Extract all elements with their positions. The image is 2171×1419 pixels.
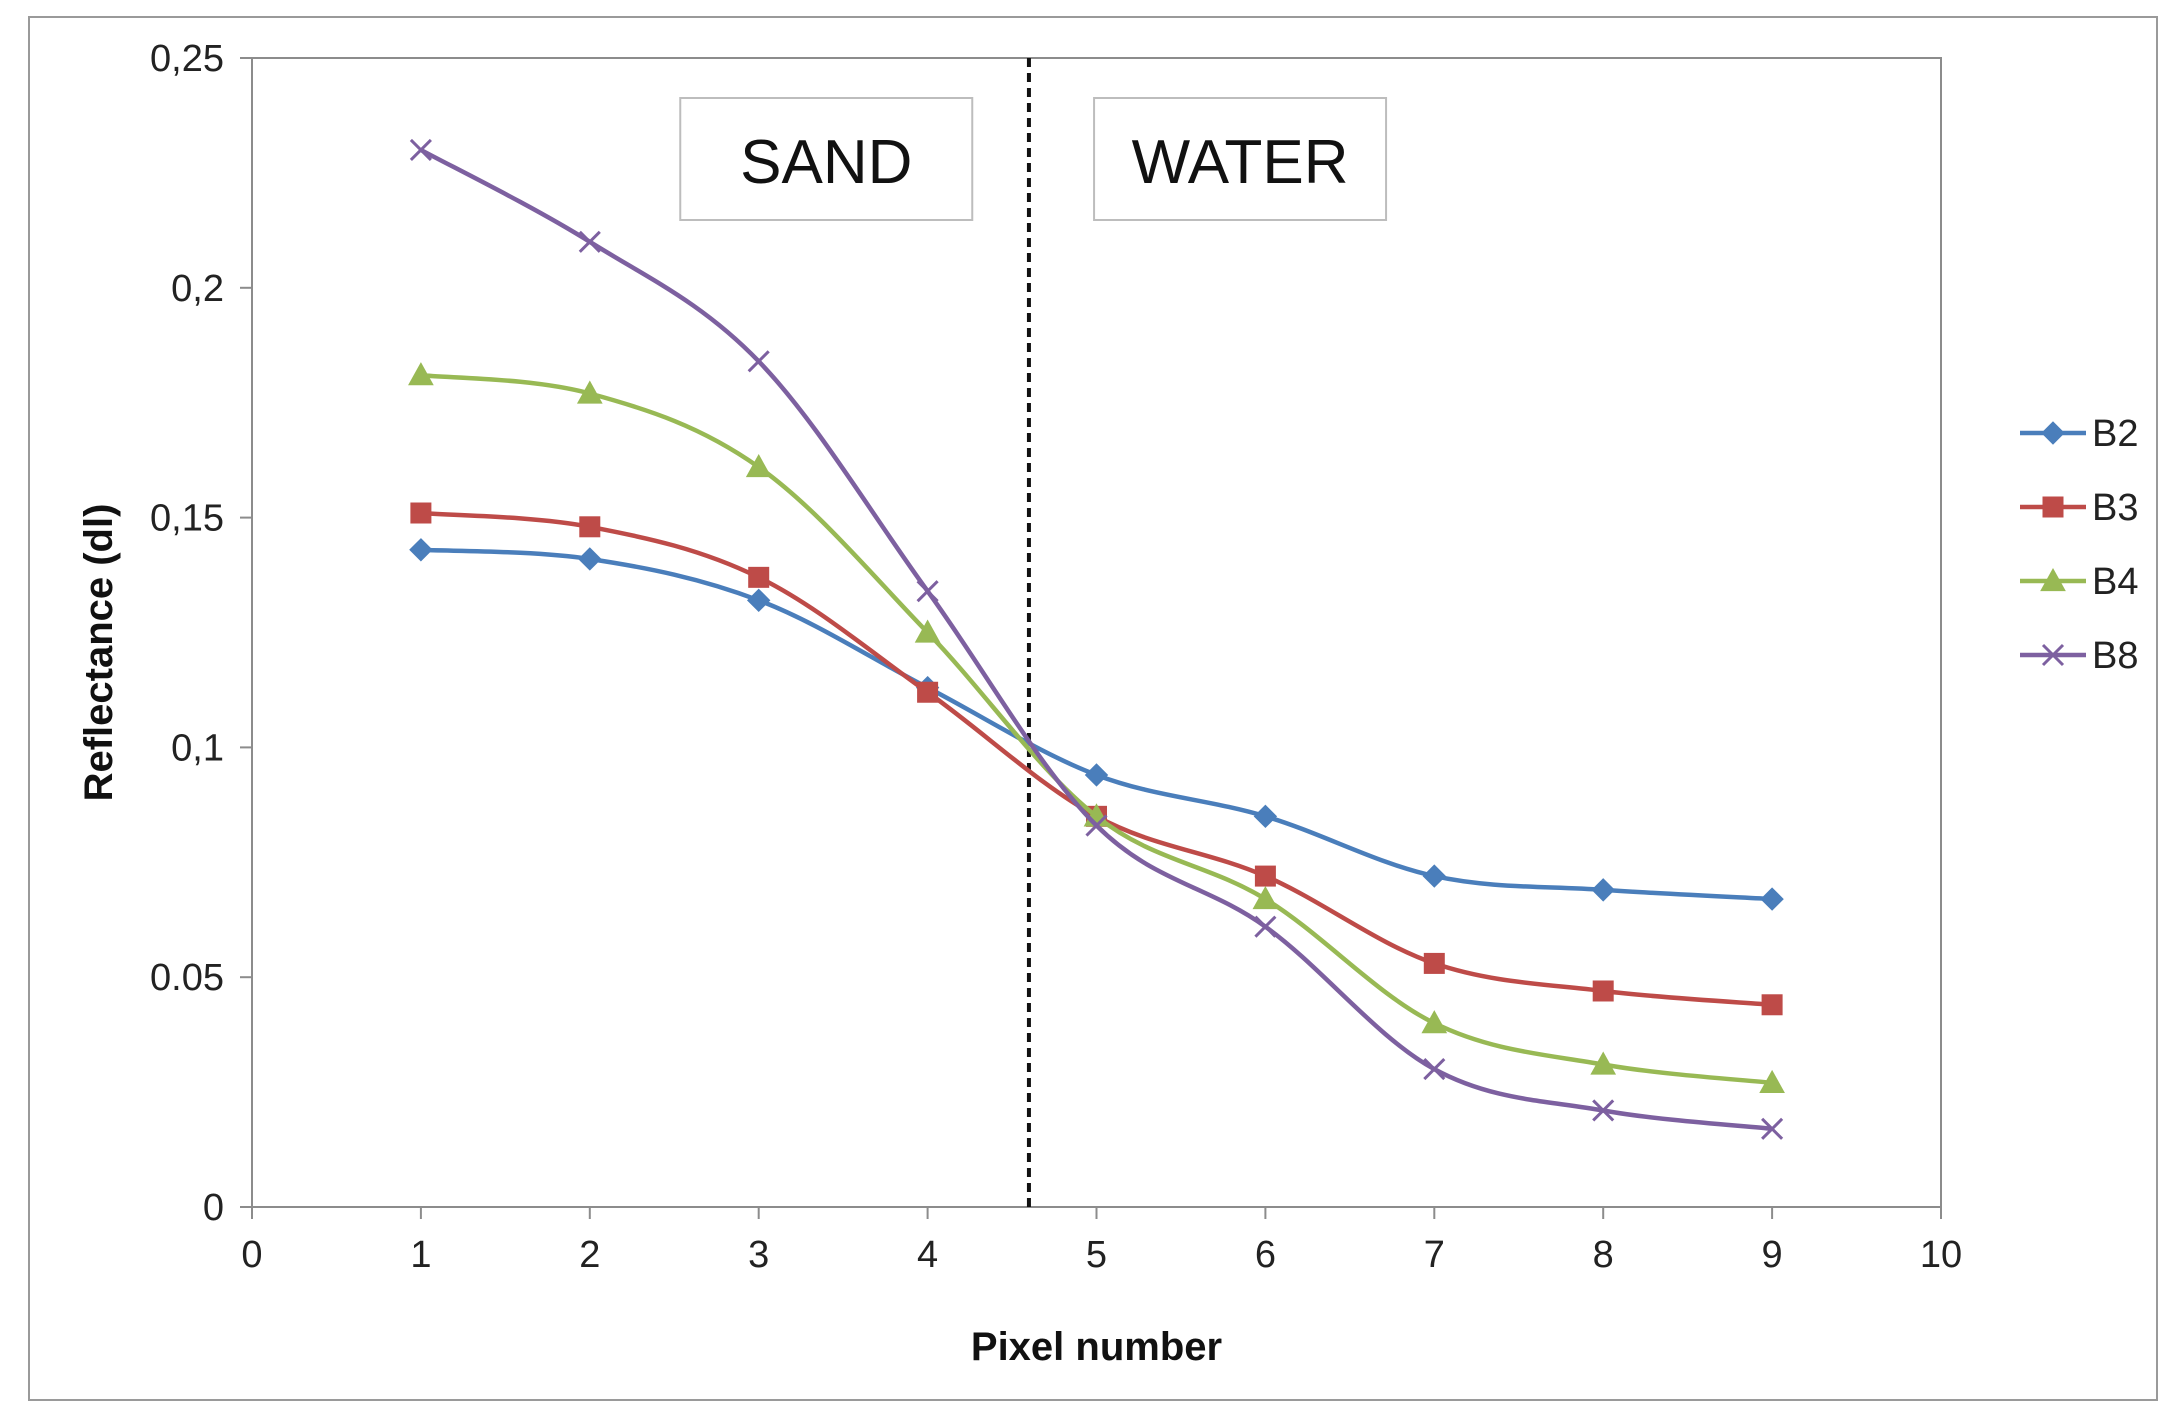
data-point-b8 — [747, 350, 770, 373]
data-point-b8 — [409, 138, 432, 161]
chart-frame: 0 0.05 0,1 0,15 0,2 0,25 0 1 2 3 4 5 6 7 8 9 10 Pixel num… — [28, 16, 2158, 1401]
series-line-b4 — [420, 372, 1773, 1086]
data-point-b3 — [410, 502, 432, 524]
x-tick-label: 6 — [1255, 1234, 1276, 1276]
data-point-b2 — [578, 547, 602, 571]
data-point-b8 — [916, 580, 939, 603]
series-line-b2 — [420, 547, 1773, 902]
data-point-b4 — [1252, 886, 1279, 910]
region-label-water: WATER — [1132, 128, 1349, 197]
data-point-b8 — [1254, 915, 1277, 938]
data-point-b8 — [578, 230, 601, 253]
data-point-b3 — [1761, 994, 1783, 1016]
legend-label-b8: B8 — [2092, 635, 2138, 677]
y-tick-label: 0,1 — [171, 727, 224, 769]
x-tick-label: 8 — [1593, 1234, 1614, 1276]
y-tick-label: 0.05 — [150, 957, 224, 999]
data-point-b2 — [1591, 878, 1615, 902]
legend-marker-b8 — [2041, 643, 2065, 667]
reflectance-chart: 0 0.05 0,1 0,15 0,2 0,25 0 1 2 3 4 5 6 7 8 9 10 Pixel num… — [77, 38, 2138, 1369]
data-point-b3 — [579, 516, 601, 538]
x-tick-label: 1 — [410, 1234, 431, 1276]
data-point-b2 — [1084, 763, 1109, 787]
series-line-b8 — [419, 147, 1773, 1132]
y-tick-label: 0,15 — [150, 498, 224, 540]
data-point-b3 — [748, 566, 770, 588]
x-tick-label: 5 — [1086, 1234, 1107, 1276]
data-point-b4 — [1759, 1069, 1785, 1094]
data-point-b4 — [1421, 1010, 1448, 1034]
legend-marker-b2 — [2041, 421, 2065, 445]
data-point-b3 — [1423, 952, 1445, 974]
data-point-b2 — [1760, 887, 1784, 911]
legend-marker-b3 — [2042, 496, 2064, 518]
x-tick-label: 3 — [748, 1234, 769, 1276]
x-tick-label: 9 — [1762, 1234, 1783, 1276]
legend-label-b4: B4 — [2092, 561, 2138, 603]
data-point-b3 — [1254, 865, 1276, 887]
data-point-b4 — [745, 454, 772, 478]
x-tick-label: 2 — [579, 1234, 600, 1276]
data-point-b3 — [1592, 980, 1614, 1002]
data-point-b2 — [746, 588, 771, 613]
series-line-b3 — [420, 510, 1773, 1008]
x-tick-label: 10 — [1920, 1234, 1962, 1276]
region-box-water — [1093, 97, 1388, 221]
y-tick-label: 0 — [203, 1187, 224, 1229]
x-tick-label: 4 — [917, 1234, 938, 1276]
region-box-sand — [679, 97, 974, 221]
legend-label-b2: B2 — [2092, 413, 2138, 455]
data-point-b3 — [917, 681, 939, 703]
data-point-b8 — [1761, 1117, 1784, 1140]
data-point-b2 — [409, 538, 433, 562]
region-label-sand: SAND — [740, 128, 912, 197]
data-point-b8 — [1592, 1099, 1615, 1122]
legend-marker-b4 — [2040, 567, 2066, 592]
y-tick-label: 0,25 — [150, 38, 224, 80]
legend-label-b3: B3 — [2092, 487, 2138, 529]
data-point-b8 — [1423, 1058, 1446, 1081]
data-point-b4 — [1590, 1051, 1617, 1075]
x-tick-label: 0 — [241, 1234, 262, 1276]
data-point-b4 — [914, 619, 941, 643]
data-point-b4 — [408, 362, 434, 386]
y-axis-title: Reflectance (dl) — [77, 504, 121, 802]
x-tick-label: 7 — [1424, 1234, 1445, 1276]
y-tick-label: 0,2 — [171, 268, 224, 310]
data-point-b4 — [576, 380, 603, 404]
data-point-b8 — [1085, 814, 1108, 837]
plot-area-border — [251, 57, 1942, 1208]
data-point-b2 — [1253, 804, 1278, 829]
data-point-b2 — [1422, 864, 1447, 888]
x-axis-title: Pixel number — [971, 1325, 1222, 1369]
